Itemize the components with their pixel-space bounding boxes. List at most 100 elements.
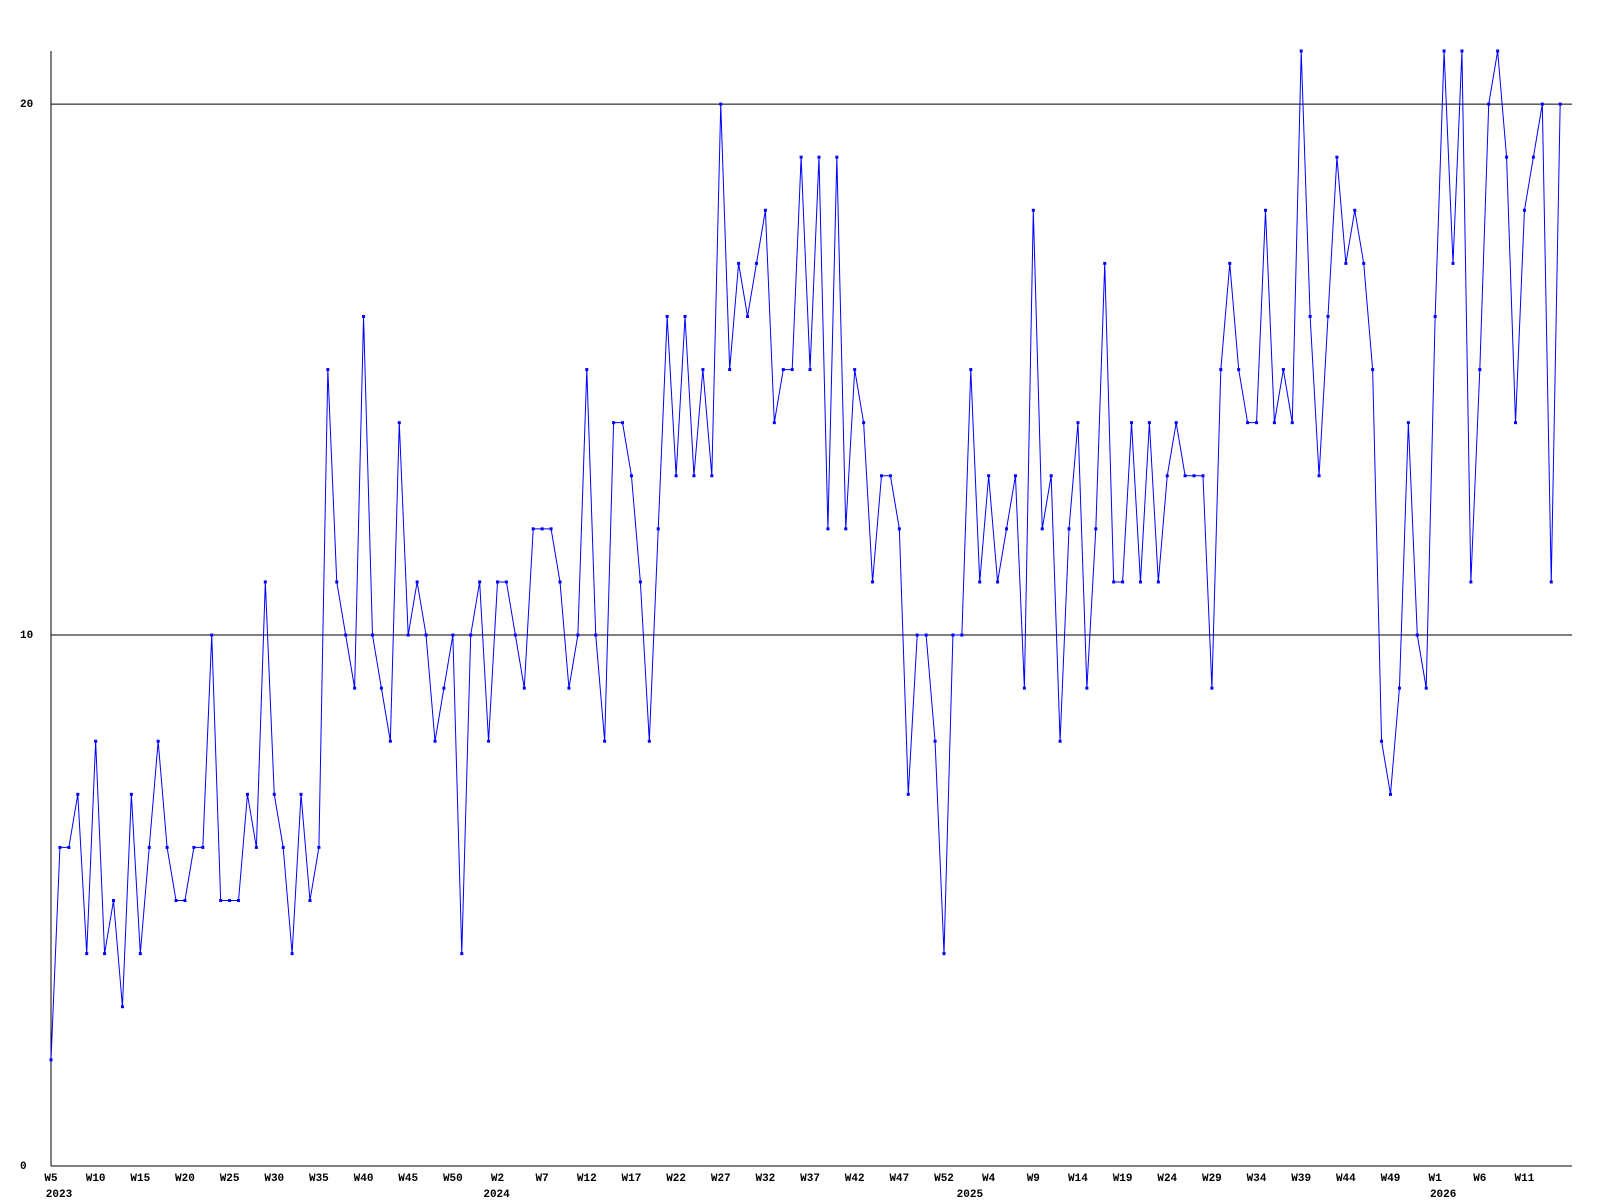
data-point: [228, 899, 232, 903]
x-tick-label: W1: [1429, 1173, 1443, 1185]
data-point: [1335, 155, 1339, 159]
x-tick-label: W34: [1247, 1173, 1267, 1185]
data-point: [94, 739, 98, 743]
data-point: [996, 580, 1000, 584]
data-point: [85, 952, 89, 956]
x-tick-label: W52: [934, 1173, 954, 1185]
data-point: [558, 580, 562, 584]
data-point: [1317, 474, 1321, 478]
data-point: [763, 208, 767, 212]
data-point: [1514, 421, 1518, 425]
data-point: [674, 474, 678, 478]
data-point: [406, 633, 410, 637]
y-tick-label: 10: [20, 630, 33, 642]
data-point: [871, 580, 875, 584]
data-point: [1094, 527, 1098, 531]
data-point: [522, 686, 526, 690]
data-point: [1174, 421, 1178, 425]
data-point: [790, 368, 794, 372]
data-point: [254, 845, 258, 849]
data-point: [1058, 739, 1062, 743]
data-point: [49, 1058, 53, 1062]
x-tick-label: W12: [577, 1173, 597, 1185]
data-point: [1424, 686, 1428, 690]
data-point: [362, 314, 366, 318]
data-point: [1272, 421, 1276, 425]
data-point: [1192, 474, 1196, 478]
data-point: [1281, 368, 1285, 372]
data-point: [1112, 580, 1116, 584]
data-point: [629, 474, 633, 478]
x-tick-label: W4: [982, 1173, 996, 1185]
data-point: [897, 527, 901, 531]
data-point: [67, 845, 71, 849]
data-point: [174, 899, 178, 903]
data-point: [915, 633, 919, 637]
data-point: [388, 739, 392, 743]
data-point: [879, 474, 883, 478]
data-point: [1049, 474, 1053, 478]
data-point: [1076, 421, 1080, 425]
data-point: [1397, 686, 1401, 690]
data-point: [1344, 261, 1348, 265]
data-point: [138, 952, 142, 956]
data-point: [960, 633, 964, 637]
x-tick-label: W30: [264, 1173, 284, 1185]
data-point: [308, 899, 312, 903]
data-point: [451, 633, 455, 637]
data-point: [290, 952, 294, 956]
data-point: [397, 421, 401, 425]
data-point: [1183, 474, 1187, 478]
data-point: [1147, 421, 1151, 425]
data-point: [719, 102, 723, 106]
data-point: [1130, 421, 1134, 425]
x-tick-label: W49: [1381, 1173, 1401, 1185]
data-point: [754, 261, 758, 265]
data-point: [638, 580, 642, 584]
data-point: [951, 633, 955, 637]
data-point: [817, 155, 821, 159]
data-point: [513, 633, 517, 637]
data-point: [370, 633, 374, 637]
data-point: [379, 686, 383, 690]
data-point: [1326, 314, 1330, 318]
x-year-label: 2026: [1430, 1189, 1456, 1200]
data-point: [746, 314, 750, 318]
data-point: [1415, 633, 1419, 637]
y-tick-label: 20: [20, 99, 33, 111]
data-point: [210, 633, 214, 637]
data-point: [424, 633, 428, 637]
data-point: [737, 261, 741, 265]
x-tick-label: W37: [800, 1173, 820, 1185]
data-point: [710, 474, 714, 478]
y-tick-label: 0: [20, 1161, 27, 1173]
data-point: [263, 580, 267, 584]
data-point: [496, 580, 499, 584]
data-point: [1290, 421, 1294, 425]
data-point: [799, 155, 803, 159]
x-tick-label: W11: [1515, 1173, 1535, 1185]
x-tick-label: W15: [130, 1173, 150, 1185]
x-tick-label: W35: [309, 1173, 329, 1185]
data-point: [192, 845, 196, 849]
x-year-label: 2025: [957, 1189, 984, 1200]
data-point: [1451, 261, 1455, 265]
data-point: [433, 739, 437, 743]
data-point: [1299, 49, 1303, 53]
x-tick-label: W24: [1157, 1173, 1177, 1185]
data-point: [1031, 208, 1035, 212]
data-point: [129, 792, 133, 796]
data-point: [1201, 474, 1205, 478]
data-point: [442, 686, 446, 690]
data-point: [344, 633, 348, 637]
x-tick-label: W45: [398, 1173, 418, 1185]
data-point: [120, 1005, 124, 1009]
data-point: [1433, 314, 1437, 318]
data-point: [1406, 421, 1410, 425]
x-tick-label: W25: [220, 1173, 240, 1185]
x-tick-label: W14: [1068, 1173, 1088, 1185]
data-point: [576, 633, 580, 637]
x-tick-label: W40: [354, 1173, 374, 1185]
